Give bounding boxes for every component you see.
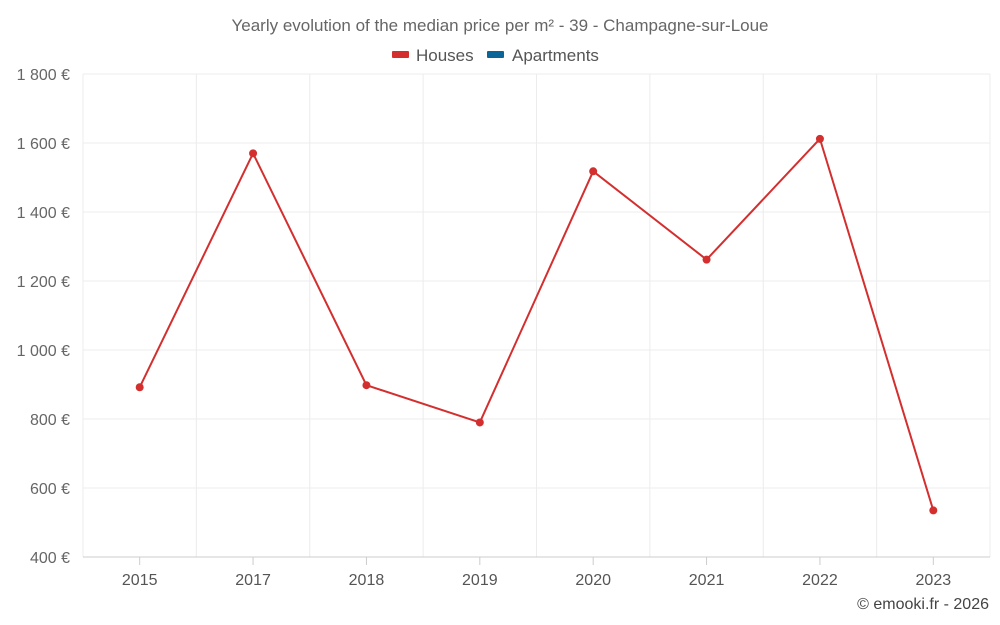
y-tick-label: 400 € bbox=[30, 550, 70, 567]
data-point[interactable] bbox=[475, 418, 484, 427]
data-point[interactable] bbox=[929, 506, 938, 515]
x-tick-label: 2017 bbox=[235, 572, 271, 589]
data-point[interactable] bbox=[249, 149, 258, 158]
legend-label-apartments: Apartments bbox=[512, 46, 599, 65]
y-tick-label: 1 000 € bbox=[17, 343, 70, 360]
legend-swatch-apartments bbox=[487, 51, 504, 58]
x-tick-label: 2021 bbox=[689, 572, 725, 589]
data-point[interactable] bbox=[702, 255, 711, 264]
grid bbox=[82, 73, 991, 557]
data-point[interactable] bbox=[135, 383, 144, 392]
x-tick-label: 2018 bbox=[349, 572, 385, 589]
y-axis: 400 € 600 € 800 € 1 000 € 1 200 € 1 400 € 1 60… bbox=[17, 67, 70, 567]
y-tick-label: 800 € bbox=[30, 412, 70, 429]
x-tick-label: 2019 bbox=[462, 572, 498, 589]
series-houses bbox=[135, 134, 938, 515]
legend: Houses Apartments bbox=[392, 46, 599, 65]
x-tick-label: 2015 bbox=[122, 572, 158, 589]
data-point[interactable] bbox=[362, 381, 371, 390]
legend-item-apartments[interactable]: Apartments bbox=[487, 46, 599, 65]
x-tick-label: 2022 bbox=[802, 572, 838, 589]
series-line-houses bbox=[138, 137, 935, 511]
legend-item-houses[interactable]: Houses bbox=[392, 46, 474, 65]
y-tick-label: 1 400 € bbox=[17, 205, 70, 222]
data-point[interactable] bbox=[815, 134, 824, 143]
y-tick-label: 1 200 € bbox=[17, 274, 70, 291]
credit-text: © emooki.fr - 2026 bbox=[857, 596, 989, 613]
x-axis: 2015 2017 2018 2019 2020 2021 2022 2023 bbox=[83, 556, 990, 589]
legend-swatch-houses bbox=[392, 51, 409, 58]
data-point[interactable] bbox=[589, 167, 598, 176]
x-tick-label: 2023 bbox=[916, 572, 952, 589]
y-tick-label: 600 € bbox=[30, 481, 70, 498]
chart-title: Yearly evolution of the median price per… bbox=[231, 16, 768, 35]
y-tick-label: 1 800 € bbox=[17, 67, 70, 84]
legend-label-houses: Houses bbox=[416, 46, 474, 65]
x-tick-label: 2020 bbox=[575, 572, 611, 589]
y-tick-label: 1 600 € bbox=[17, 136, 70, 153]
